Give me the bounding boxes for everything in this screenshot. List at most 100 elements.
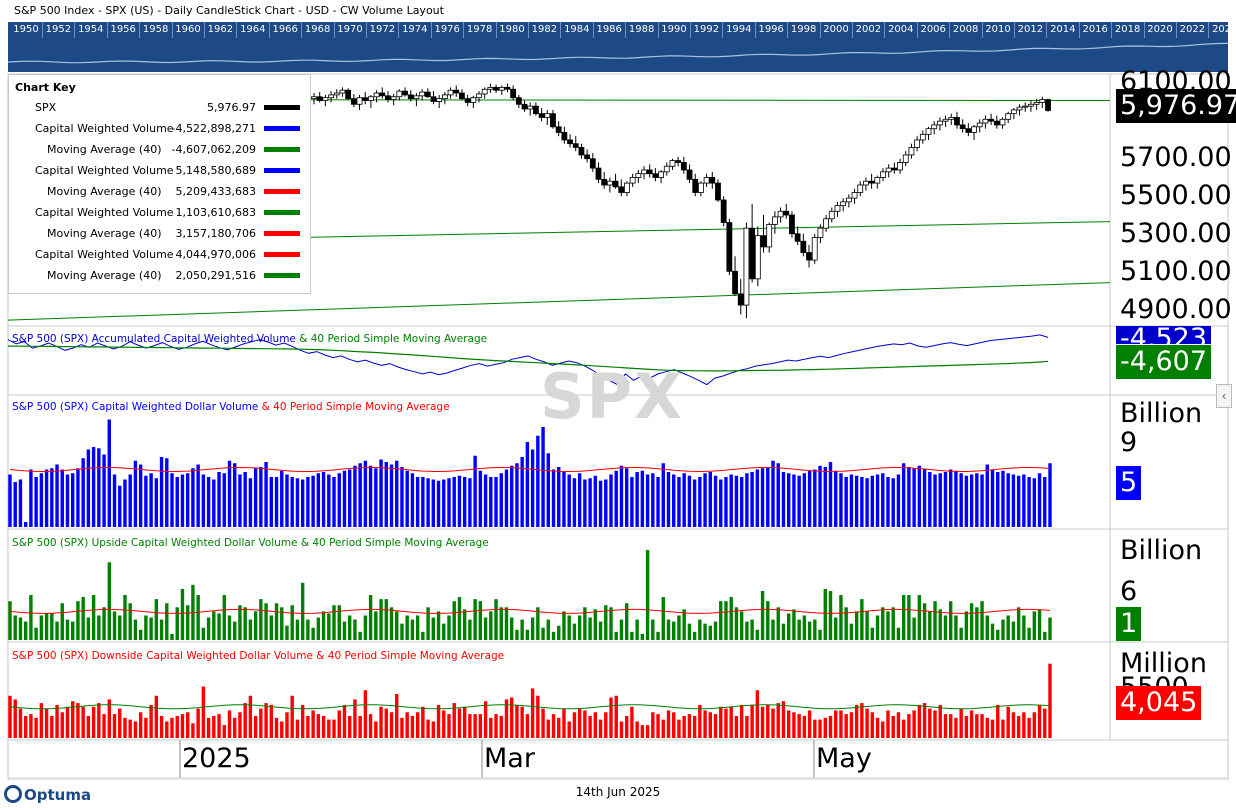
chart-frame bbox=[7, 73, 1229, 780]
downside-bar bbox=[813, 719, 817, 738]
overview-year-label: 2022 bbox=[1179, 24, 1206, 35]
cwdv-bar bbox=[81, 458, 85, 527]
downside-bar bbox=[259, 708, 263, 738]
candle-body bbox=[550, 113, 556, 128]
upside-bar bbox=[55, 621, 59, 640]
overview-year-tick bbox=[787, 22, 789, 38]
upside-bar bbox=[677, 615, 681, 640]
chevron-left-icon[interactable]: ‹ bbox=[1216, 384, 1232, 408]
cwdv-bar bbox=[295, 478, 300, 527]
cwdv-bar bbox=[8, 474, 12, 527]
candle-body bbox=[658, 171, 664, 178]
cwdv-bar bbox=[60, 469, 64, 527]
overview-year-label: 1988 bbox=[628, 24, 655, 35]
upside-ma-line bbox=[9, 608, 1051, 614]
candle-body bbox=[1028, 103, 1034, 107]
upside-bar bbox=[285, 625, 289, 640]
downside-bar bbox=[222, 725, 226, 738]
overview-year-label: 1984 bbox=[564, 24, 590, 35]
overview-year-tick bbox=[236, 22, 238, 38]
candle-body bbox=[902, 154, 909, 163]
downside-bar bbox=[672, 712, 676, 738]
chart-key[interactable]: Chart Key SPX 5,976.97 Capital Weighted Vo… bbox=[8, 74, 311, 294]
downside-bar bbox=[692, 715, 697, 738]
upside-bar bbox=[395, 611, 399, 640]
downside-bar bbox=[557, 717, 561, 738]
overview-year-label: 1978 bbox=[466, 24, 493, 35]
cwdv-bar bbox=[996, 472, 1000, 527]
main-chart-canvas[interactable] bbox=[0, 72, 1236, 780]
chart-key-label: Capital Weighted Volume bbox=[35, 248, 174, 261]
downside-bar bbox=[8, 695, 12, 738]
candle-body bbox=[777, 210, 784, 218]
cwdv-bar bbox=[849, 474, 854, 527]
upside-bar bbox=[557, 625, 561, 640]
overview-year-label: 1976 bbox=[434, 24, 460, 35]
candle-body bbox=[470, 97, 477, 103]
upside-bar bbox=[389, 607, 394, 640]
candle-body bbox=[385, 95, 391, 100]
overview-line bbox=[8, 42, 1228, 64]
upside-bar bbox=[196, 595, 200, 640]
upside-bar bbox=[828, 590, 833, 640]
cwdv-bar bbox=[473, 455, 477, 527]
downside-bar bbox=[985, 717, 989, 738]
downside-bar bbox=[943, 714, 948, 738]
upside-bar bbox=[347, 615, 352, 640]
upside-bar bbox=[415, 615, 420, 640]
chart-key-swatch bbox=[264, 252, 300, 257]
downside-bar bbox=[306, 715, 310, 738]
downside-bar bbox=[494, 714, 498, 738]
cwdv-bar bbox=[201, 474, 206, 527]
downside-bar bbox=[708, 712, 713, 738]
downside-bar bbox=[97, 703, 101, 738]
downside-bar bbox=[358, 715, 362, 738]
upside-bar bbox=[708, 625, 713, 640]
cwdv-bar bbox=[713, 475, 718, 527]
candle-body bbox=[999, 118, 1006, 126]
chart-key-swatch bbox=[264, 168, 300, 173]
chart-key-label: Capital Weighted Volume bbox=[35, 122, 174, 135]
upside-bar bbox=[165, 603, 169, 640]
candle-body bbox=[988, 118, 995, 122]
cwdv-bar bbox=[253, 468, 258, 527]
chart-key-row: Moving Average (40) 5,209,433,683 bbox=[15, 181, 304, 202]
chart-key-swatch bbox=[264, 147, 300, 152]
cwdv-bar bbox=[980, 474, 984, 527]
upside-bar bbox=[206, 617, 211, 640]
downside-bar bbox=[363, 690, 368, 738]
candle-body bbox=[868, 180, 875, 184]
upside-bar bbox=[969, 603, 974, 640]
upside-bar bbox=[938, 609, 942, 640]
cwdv-bar bbox=[577, 473, 582, 527]
cwdv-title-ma: & 40 Period Simple Moving Average bbox=[258, 401, 450, 413]
candle-body bbox=[715, 182, 721, 201]
cwdv-bar bbox=[285, 474, 289, 527]
cwdv-bar bbox=[159, 457, 164, 527]
cwdv-bar bbox=[468, 478, 472, 527]
upside-bar bbox=[907, 595, 911, 640]
cwdv-bar bbox=[907, 467, 911, 527]
downside-bar bbox=[81, 706, 85, 738]
downside-bar bbox=[196, 708, 200, 738]
upside-bar bbox=[295, 619, 300, 640]
cwdv-bar bbox=[677, 477, 681, 527]
price-axis-label: 4900.00 bbox=[1120, 294, 1232, 325]
cwdv-bar bbox=[672, 474, 676, 527]
cwdv-bar bbox=[1032, 478, 1037, 527]
cwdv-bar bbox=[745, 473, 749, 527]
overview-navigator[interactable]: 1950 1952 1954 1956 1958 1960 1962 1964 1966 1968… bbox=[8, 22, 1228, 72]
upside-bar bbox=[159, 619, 164, 640]
downside-bar bbox=[781, 701, 786, 738]
candle-body bbox=[737, 293, 744, 306]
chart-key-label: Moving Average (40) bbox=[47, 269, 162, 282]
upside-bar bbox=[34, 627, 38, 640]
overview-year-tick bbox=[1014, 22, 1015, 38]
downside-bar bbox=[750, 704, 754, 738]
candle-body bbox=[663, 165, 670, 173]
overview-year-tick bbox=[301, 22, 303, 38]
downside-bar bbox=[562, 708, 566, 738]
cwdv-bar bbox=[222, 473, 226, 527]
downside-bar bbox=[614, 695, 618, 738]
upside-bar bbox=[692, 631, 697, 640]
